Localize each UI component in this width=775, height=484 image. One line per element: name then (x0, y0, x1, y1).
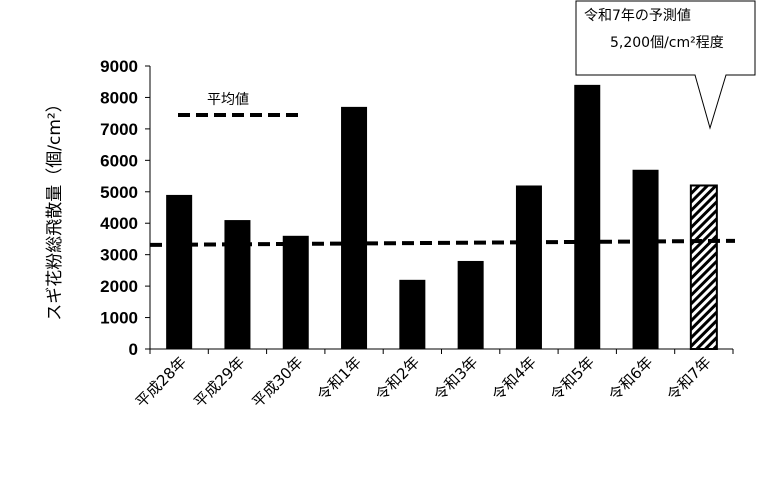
callout-line2: 5,200個/cm²程度 (610, 35, 724, 51)
prediction-callout: 令和7年の予測値 5,200個/cm²程度 (575, 0, 756, 130)
callout-line1: 令和7年の予測値 (584, 8, 691, 24)
y-tick-label: 9000 (100, 57, 138, 76)
callout-shape (575, 0, 756, 130)
bars (166, 84, 718, 350)
bar (166, 194, 193, 349)
legend: 平均値 (178, 92, 298, 117)
x-tick-label: 令和4年 (488, 353, 539, 404)
y-tick-label: 0 (129, 340, 138, 359)
y-tick-label: 8000 (100, 88, 138, 107)
x-tick-label: 令和3年 (430, 353, 481, 404)
x-tick-label: 令和6年 (605, 353, 656, 404)
bar (689, 184, 718, 350)
bar (282, 235, 309, 349)
bar (399, 279, 426, 349)
y-tick-label: 3000 (100, 246, 138, 265)
x-tick-label: 令和5年 (547, 353, 598, 404)
x-tick-label: 平成30年 (249, 353, 307, 411)
average-dashed-line (149, 238, 736, 247)
y-tick-label: 7000 (100, 120, 138, 139)
bar (457, 260, 484, 349)
y-axis-label: スギ花粉総飛散量（個/cm²） (45, 95, 65, 320)
x-tick-label: 平成28年 (132, 353, 190, 411)
x-tick-label: 平成29年 (190, 353, 248, 411)
bar (574, 84, 601, 349)
y-tick-label: 5000 (100, 183, 138, 202)
y-tick-label: 2000 (100, 277, 138, 296)
bar (341, 106, 368, 349)
bar (632, 169, 659, 349)
y-tick-label: 4000 (100, 214, 138, 233)
x-tick-label: 令和7年 (663, 353, 714, 404)
y-tick-label: 1000 (100, 309, 138, 328)
y-tick-label: 6000 (100, 151, 138, 170)
x-tick-label: 令和2年 (372, 353, 423, 404)
average-line (149, 238, 736, 247)
x-tick-label: 令和1年 (314, 353, 365, 404)
bar (515, 185, 542, 349)
legend-label: 平均値 (207, 92, 249, 108)
bar (224, 220, 251, 349)
